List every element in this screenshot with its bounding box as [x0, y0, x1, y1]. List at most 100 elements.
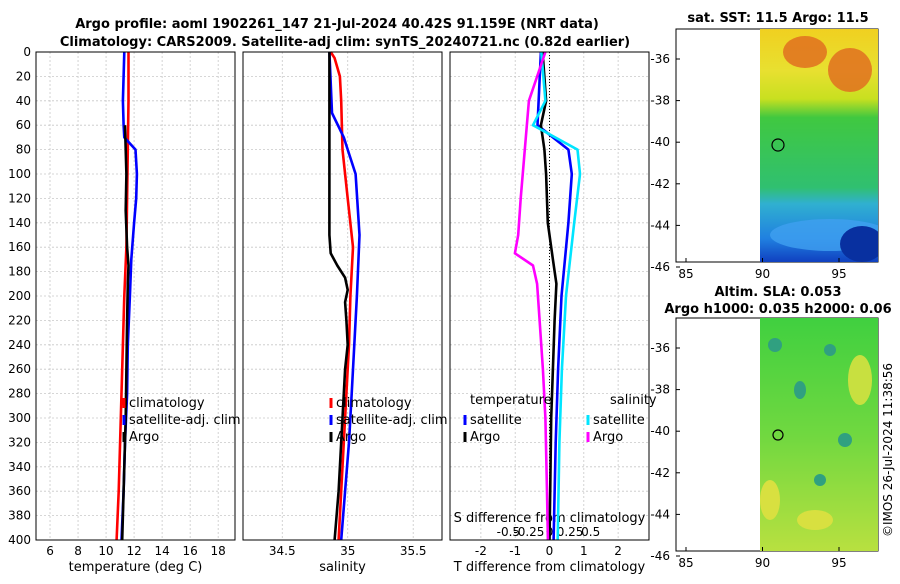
temperature-axes-frame — [35, 51, 236, 541]
legend-label: Argo — [593, 430, 623, 445]
map-y-tick-label: -36 — [650, 341, 670, 355]
depth-tick-label: 100 — [8, 167, 31, 181]
sla-eddy — [838, 433, 852, 447]
series-line-salinity-satellite — [531, 51, 582, 541]
series-line-argo — [328, 52, 350, 541]
depth-tick-label: 240 — [8, 338, 31, 352]
x-tick-label: 16 — [183, 544, 198, 558]
x-tick-label: 0 — [546, 544, 554, 558]
x-tick-label: 14 — [154, 544, 169, 558]
x-tick-label: 8 — [74, 544, 82, 558]
depth-tick-label: 80 — [16, 143, 31, 157]
map-x-tick-label: 85 — [678, 267, 693, 281]
map-x-tick-label: 95 — [831, 556, 846, 570]
sla-eddy — [824, 344, 836, 356]
sst-warm-patch — [783, 36, 827, 68]
series-line-satellite-adj-clim — [328, 51, 361, 541]
sst-warm-patch — [828, 48, 872, 92]
x-tick-label: -1 — [509, 544, 521, 558]
x-tick-label: 35 — [340, 544, 355, 558]
legend-label: satellite-adj. clim — [336, 413, 448, 428]
sla-high-patch — [797, 510, 833, 530]
x-tick-label: 1 — [580, 544, 588, 558]
sla-argo-location-marker — [772, 429, 784, 441]
x-tick-label: 12 — [126, 544, 141, 558]
series-line-climatology — [329, 51, 355, 541]
sst-cold-patch — [840, 226, 878, 262]
figure-title-line1: Argo profile: aoml 1902261_147 21-Jul-20… — [75, 17, 599, 32]
depth-tick-label: 380 — [8, 509, 31, 523]
salinity-axes-frame — [242, 51, 443, 541]
map-y-tick-label: -40 — [650, 135, 670, 149]
sst-argo-location-marker — [771, 138, 785, 152]
sla-high-patch — [760, 480, 780, 520]
map-y-tick-label: -38 — [650, 383, 670, 397]
s-diff-tick-label: 0.25 — [557, 525, 584, 539]
legend-label: satellite — [470, 413, 522, 428]
x-tick-label: 10 — [98, 544, 113, 558]
sla-eddy — [768, 338, 782, 352]
map-y-tick-label: -46 — [650, 260, 670, 274]
map-x-tick-label: 90 — [755, 267, 770, 281]
map-y-tick-label: -38 — [650, 94, 670, 108]
legend-temperature-title: temperature — [470, 393, 552, 408]
sla-map: -36 -38 -40 -42 -44 -46 85 90 95 — [650, 317, 879, 570]
depth-tick-label: 320 — [8, 435, 31, 449]
s-diff-tick-label: -0.5 — [497, 525, 520, 539]
s-diff-tick-label: -0.25 — [513, 525, 544, 539]
series-line-salinity-argo — [513, 51, 550, 541]
x-tick-label: 6 — [46, 544, 54, 558]
map-y-tick-label: -36 — [650, 52, 670, 66]
map-y-tick-label: -44 — [650, 507, 670, 521]
legend-label: satellite-adj. clim — [129, 413, 241, 428]
legend-salinity-title: salinity — [610, 393, 657, 408]
depth-tick-label: 300 — [8, 411, 31, 425]
map-x-tick-label: 85 — [678, 556, 693, 570]
map-x-tick-label: 90 — [755, 556, 770, 570]
x-tick-label: 34.5 — [269, 544, 296, 558]
map-y-tick-label: -46 — [650, 549, 670, 563]
sst-map: -36 -38 -40 -42 -44 -46 85 90 95 — [650, 28, 879, 281]
sla-eddy — [794, 381, 806, 399]
series-line-climatology — [115, 52, 130, 541]
depth-tick-label: 140 — [8, 216, 31, 230]
salinity-panel: 34.5 35 35.5 salinity climatology satellite-a… — [242, 51, 448, 575]
depth-tick-label: 120 — [8, 191, 31, 205]
depth-tick-label: 260 — [8, 362, 31, 376]
difference-axes-frame — [449, 51, 650, 541]
depth-tick-label: 220 — [8, 313, 31, 327]
x-tick-label: 35.5 — [400, 544, 427, 558]
series-line-argo — [120, 125, 130, 541]
legend-label: satellite — [593, 413, 645, 428]
legend-label: Argo — [470, 430, 500, 445]
legend-label: climatology — [336, 396, 412, 411]
map-y-tick-label: -42 — [650, 466, 670, 480]
depth-tick-label: 400 — [8, 533, 31, 547]
x-axis-label: T difference from climatology — [453, 560, 646, 575]
temperature-panel: 0 20 40 60 80 100 120 140 160 180 200 220 240 260 280 3… — [8, 45, 241, 575]
series-line-temperature-argo — [539, 51, 558, 541]
legend-label: Argo — [336, 430, 366, 445]
depth-tick-label: 180 — [8, 265, 31, 279]
x-tick-label: 2 — [614, 544, 622, 558]
sla-eddy — [814, 474, 826, 486]
x-axis-label: salinity — [319, 560, 366, 575]
x-axis-label: temperature (deg C) — [69, 560, 203, 575]
legend-label: climatology — [129, 396, 205, 411]
difference-panel: -2 -1 0 1 2S difference from climatology-0.5… — [449, 51, 657, 575]
map-y-tick-label: -42 — [650, 177, 670, 191]
map-x-tick-label: 95 — [831, 267, 846, 281]
depth-tick-label: 0 — [23, 45, 31, 59]
legend-label: Argo — [129, 430, 159, 445]
map-y-tick-label: -44 — [650, 218, 670, 232]
sst-map-title: sat. SST: 11.5 Argo: 11.5 — [687, 11, 868, 26]
depth-tick-label: 280 — [8, 387, 31, 401]
depth-tick-label: 360 — [8, 484, 31, 498]
depth-tick-label: 340 — [8, 460, 31, 474]
s-diff-tick-label: 0.5 — [581, 525, 600, 539]
depth-tick-label: 40 — [16, 94, 31, 108]
map-y-tick-label: -40 — [650, 424, 670, 438]
sla-map-title: Altim. SLA: 0.053 — [715, 285, 842, 300]
